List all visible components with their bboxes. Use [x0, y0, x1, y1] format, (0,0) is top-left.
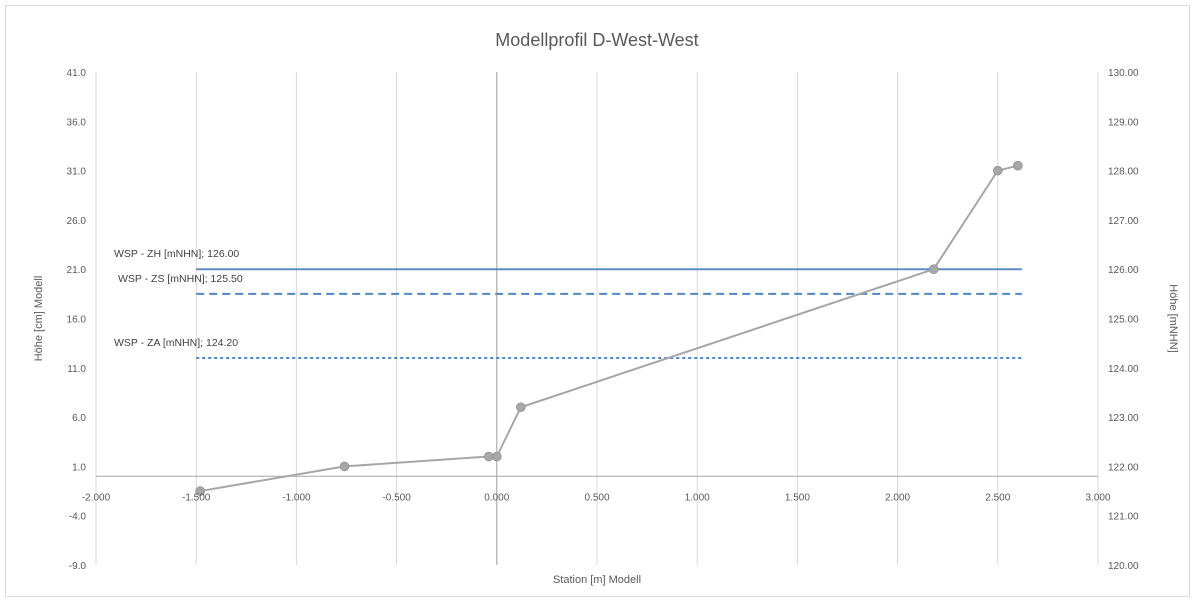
y-tick-label: 11.0: [67, 364, 86, 375]
y-tick-label: 1.0: [72, 462, 86, 473]
x-tick-label: 0.000: [484, 492, 509, 503]
x-tick-label: -1.000: [282, 492, 311, 503]
profile-point: [992, 165, 1003, 176]
profile-point: [928, 264, 939, 275]
y2-tick-label: 130.00: [1108, 68, 1139, 79]
y-tick-label: 6.0: [72, 413, 86, 424]
profile-point: [339, 461, 350, 472]
x-tick-label: 1.000: [685, 492, 710, 503]
water-level-label: WSP - ZA [mNHN]; 124.20: [114, 337, 238, 349]
tick-labels: -2.000 -1.500 -1.000 -0.500 0.000 0.500 1.000 1…: [67, 68, 1139, 572]
x-tick-label: 3.000: [1085, 492, 1110, 503]
profile-line: [200, 164, 1019, 493]
x-tick-label: -2.000: [82, 492, 111, 503]
y2-tick-label: 125.00: [1108, 315, 1139, 326]
y2-axis-label: Höhe [mNHN]: [1167, 284, 1179, 352]
y-tick-label: 31.0: [67, 167, 87, 178]
y-tick-label: 36.0: [67, 117, 87, 128]
y-tick-label: -4.0: [69, 512, 87, 523]
y2-tick-label: 124.00: [1108, 364, 1139, 375]
y-tick-label: -9.0: [69, 561, 87, 572]
x-axis-label: Station [m] Modell: [553, 574, 641, 586]
profile-point: [483, 451, 494, 462]
x-tick-label: -1.500: [182, 492, 211, 503]
y2-tick-label: 127.00: [1108, 216, 1139, 227]
x-tick-label: -0.500: [382, 492, 411, 503]
x-tick-label: 2.500: [985, 492, 1010, 503]
water-level-label: WSP - ZS [mNHN]; 125.50: [118, 273, 243, 285]
y2-tick-label: 120.00: [1108, 561, 1139, 572]
x-tick-label: 0.500: [584, 492, 609, 503]
profile-point: [491, 451, 502, 462]
profile-point: [1013, 160, 1023, 171]
y2-tick-label: 121.00: [1108, 512, 1139, 523]
x-tick-label: 2.000: [885, 492, 910, 503]
water-level-label: WSP - ZH [mNHN]; 126.00: [114, 248, 239, 260]
grid: [95, 72, 1099, 565]
y2-tick-label: 123.00: [1108, 413, 1139, 424]
y2-tick-label: 126.00: [1108, 265, 1139, 276]
profile-point: [516, 402, 526, 413]
y2-tick-label: 128.00: [1108, 167, 1139, 178]
y2-tick-label: 129.00: [1108, 117, 1139, 128]
y2-tick-label: 122.00: [1108, 462, 1139, 473]
y-axis-label: Höhe [cm] Modell: [33, 276, 45, 362]
y-tick-label: 41.0: [67, 68, 87, 79]
y-tick-label: 21.0: [67, 265, 87, 276]
water-levels: WSP - ZH [mNHN]; 126.00 WSP - ZS [mNHN]; …: [114, 248, 1022, 359]
x-tick-label: 1.500: [785, 492, 810, 503]
chart-title: Modellprofil D-West-West: [495, 30, 698, 50]
y-tick-label: 26.0: [67, 216, 87, 227]
axes: [95, 72, 1099, 565]
profile-series: [195, 160, 1023, 496]
profile-point: [195, 486, 206, 496]
y-tick-label: 16.0: [67, 315, 87, 326]
